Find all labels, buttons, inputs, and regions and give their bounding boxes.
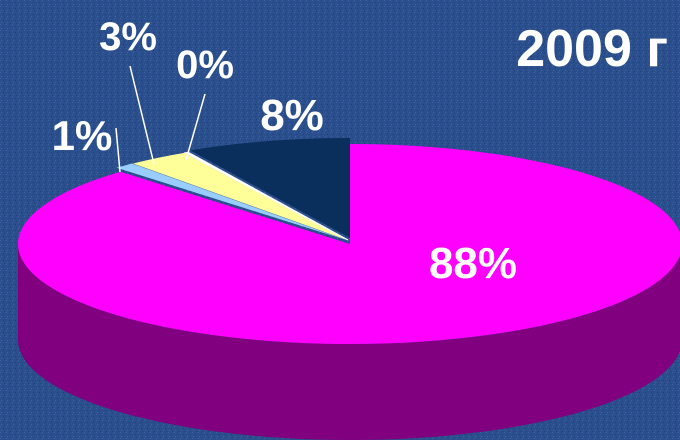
leader-lines [115, 65, 206, 173]
pie-tops [18, 138, 680, 344]
leader-line-3pct [129, 65, 155, 165]
data-label-88pct: 88% [429, 239, 517, 288]
data-label-3pct: 3% [99, 15, 157, 59]
data-label-8pct: 8% [260, 91, 324, 140]
chart-title: 2009 г [516, 20, 668, 78]
pie-side-88pct [18, 244, 680, 440]
leader-line-0pct [185, 93, 206, 161]
data-labels: 88% 1% 3% 0% 8% [52, 15, 517, 288]
pie-slice-3pct [133, 152, 347, 240]
leader-line-1pct [115, 127, 121, 173]
data-label-0pct: 0% [176, 43, 234, 87]
data-label-1pct: 1% [52, 112, 113, 159]
pie-slice-8pct [190, 138, 350, 238]
pie-slice-1pct [116, 163, 346, 240]
pie-sides [18, 244, 680, 440]
pie-slice-88pct [18, 144, 680, 344]
